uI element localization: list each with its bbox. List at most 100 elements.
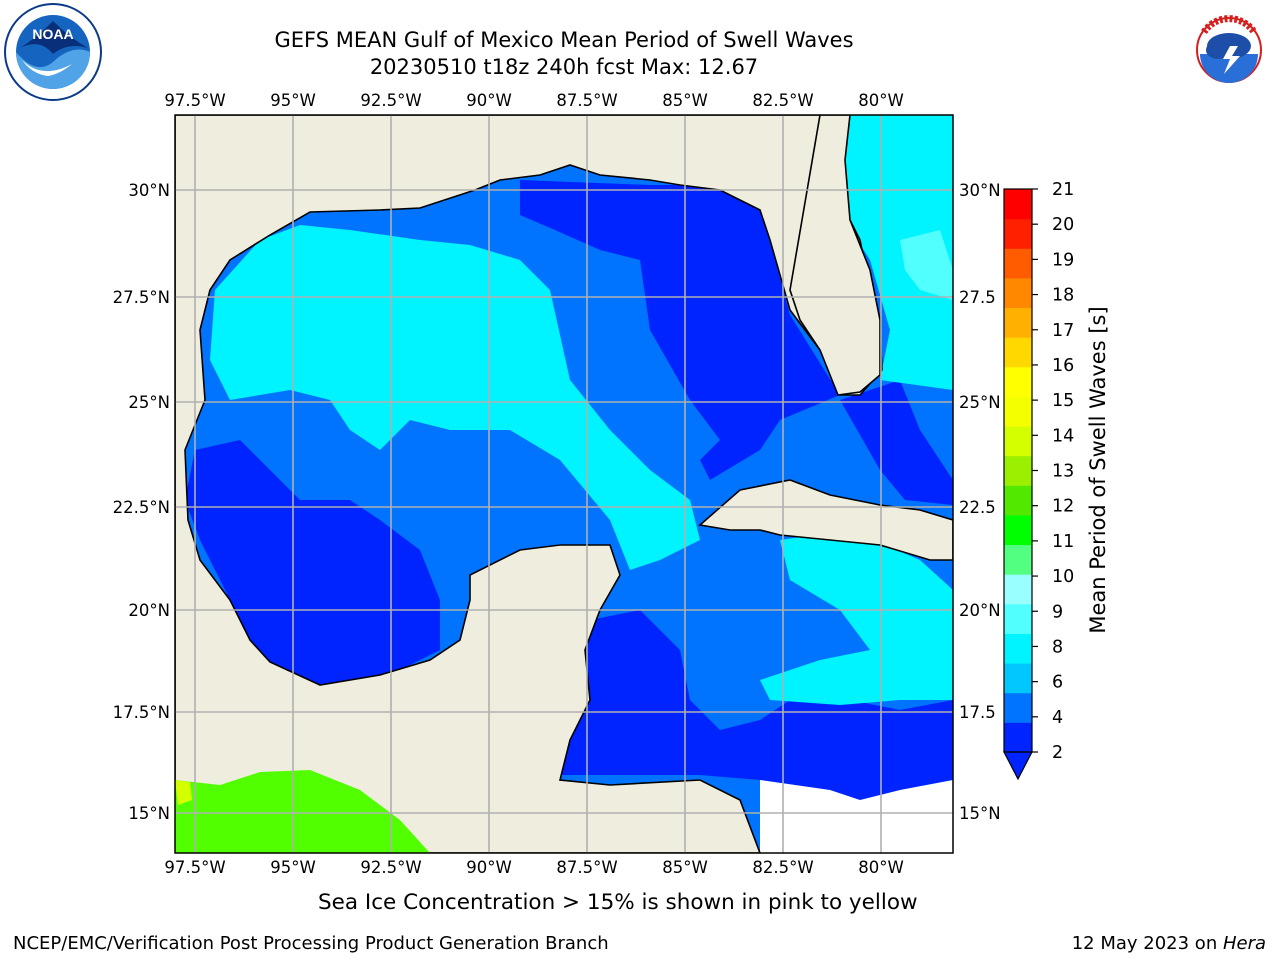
footer-date: 12 May 2023 on Hera (1072, 933, 1266, 954)
colorbar-tick-label: 15 (1052, 391, 1074, 411)
lat-tick-right: 27.5 (959, 288, 996, 307)
colorbar-tick-label: 18 (1052, 286, 1074, 306)
field-6-8s-atlantic (900, 230, 953, 300)
colorbar-tick-label: 17 (1052, 321, 1074, 341)
colorbar-segment (1004, 218, 1032, 249)
lon-tick-top: 85°W (662, 91, 708, 110)
colorbar-segment (1004, 603, 1032, 634)
colorbar-tick-label: 6 (1052, 673, 1063, 693)
colorbar-segment (1004, 485, 1032, 516)
colorbar-segment (1004, 455, 1032, 486)
colorbar-segment (1004, 366, 1032, 397)
colorbar-segment (1004, 692, 1032, 723)
colorbar-segment (1004, 663, 1032, 694)
lon-tick-bottom: 82.5°W (752, 858, 813, 877)
colorbar-tick-label: 14 (1052, 426, 1074, 446)
sea-ice-note: Sea Ice Concentration > 15% is shown in … (318, 890, 918, 915)
latitude-ticks-left: 30°N 27.5°N 25°N 22.5°N 20°N 17.5°N 15°N (113, 181, 170, 823)
latitude-ticks-right: 30°N 27.5 25°N 22.5 20°N 17.5 15°N (959, 181, 1001, 823)
colorbar-tick-label: 9 (1052, 602, 1063, 622)
lon-tick-bottom: 92.5°W (360, 858, 421, 877)
lat-tick-right: 20°N (959, 601, 1001, 620)
footer-host: Hera (1222, 933, 1266, 954)
lat-tick-right: 22.5 (959, 498, 996, 517)
lon-tick-bottom: 95°W (270, 858, 316, 877)
colorbar-tick-label: 10 (1052, 567, 1074, 587)
colorbar-tick-label: 8 (1052, 637, 1063, 657)
lat-tick-left: 30°N (128, 181, 170, 200)
lon-tick-top: 87.5°W (556, 91, 617, 110)
noaa-logo-text: NOAA (32, 26, 73, 42)
footer-date-text: 12 May 2023 on (1071, 933, 1223, 954)
colorbar: 2 4 6 8 9 10 11 12 13 14 15 16 17 18 19 20 21 (1003, 180, 1074, 781)
colorbar-segment (1004, 633, 1032, 664)
field-2-4s-florida-straits (840, 380, 953, 505)
field-10-12s-pacific (175, 770, 430, 853)
no-data-patch (760, 780, 953, 853)
colorbar-tick-label: 16 (1052, 356, 1074, 376)
lon-tick-bottom: 80°W (858, 858, 904, 877)
field-4-6s-cayman (760, 530, 953, 705)
colorbar-tick-label: 13 (1052, 462, 1074, 482)
longitude-ticks-top: 97.5°W 95°W 92.5°W 90°W 87.5°W 85°W 82.5°W 80°W (164, 91, 903, 110)
colorbar-tick-label: 12 (1052, 497, 1074, 517)
colorbar-segment (1004, 337, 1032, 368)
land-cuba (698, 479, 953, 561)
lat-tick-left: 27.5°N (113, 288, 170, 307)
colorbar-extend-arrow (1003, 751, 1033, 781)
lat-tick-left: 17.5°N (113, 703, 170, 722)
colorbar-tick-label: 11 (1052, 532, 1074, 552)
colorbar-segment (1004, 189, 1032, 220)
lat-tick-left: 15°N (128, 804, 170, 823)
nws-logo (1183, 4, 1275, 96)
lat-tick-right: 30°N (959, 181, 1001, 200)
lon-tick-bottom: 87.5°W (556, 858, 617, 877)
colorbar-segment (1004, 574, 1032, 605)
field-2-4s-west (185, 440, 440, 685)
colorbar-label: Mean Period of Swell Waves [s] (1086, 306, 1110, 633)
colorbar-segment (1004, 514, 1032, 546)
colorbar-tick-label: 2 (1052, 743, 1063, 763)
lat-tick-right: 15°N (959, 804, 1001, 823)
colorbar-segment (1004, 426, 1032, 457)
noaa-logo: NOAA (4, 3, 102, 101)
field-4-6s-atlantic (835, 115, 953, 390)
lon-tick-top: 90°W (466, 91, 512, 110)
colorbar-tick-label: 19 (1052, 250, 1074, 270)
lat-tick-left: 22.5°N (113, 498, 170, 517)
land-florida (789, 115, 881, 396)
colorbar-tick-label: 4 (1052, 708, 1063, 728)
lat-tick-right: 25°N (959, 393, 1001, 412)
lat-tick-left: 25°N (128, 393, 170, 412)
footer-credit: NCEP/EMC/Verification Post Processing Pr… (13, 933, 609, 954)
lat-tick-right: 17.5 (959, 703, 996, 722)
map-frame (174, 114, 954, 854)
colorbar-tick-label: 21 (1052, 180, 1074, 200)
longitude-ticks-bottom: 97.5°W 95°W 92.5°W 90°W 87.5°W 85°W 82.5°W 80°W (164, 858, 903, 877)
field-2-4s-caribbean (560, 610, 953, 830)
colorbar-segment (1004, 248, 1032, 279)
colorbar-segment (1004, 396, 1032, 427)
chart-subtitle: 20230510 t18z 240h fcst Max: 12.67 (369, 55, 759, 79)
lon-tick-bottom: 90°W (466, 858, 512, 877)
colorbar-segment (1004, 722, 1032, 753)
chart-title: GEFS MEAN Gulf of Mexico Mean Period of … (274, 28, 854, 52)
lon-tick-bottom: 97.5°W (164, 858, 225, 877)
colorbar-tick-label: 20 (1052, 215, 1074, 235)
colorbar-segment (1004, 277, 1032, 309)
lat-tick-left: 20°N (128, 601, 170, 620)
lon-tick-top: 92.5°W (360, 91, 421, 110)
field-4-6s-central (210, 225, 700, 570)
lon-tick-bottom: 85°W (662, 858, 708, 877)
graticule (175, 115, 953, 853)
map-area (175, 115, 953, 853)
lon-tick-top: 82.5°W (752, 91, 813, 110)
field-12-13s-pacific (175, 780, 192, 805)
colorbar-segment (1004, 307, 1032, 338)
lon-tick-top: 80°W (858, 91, 904, 110)
lon-tick-top: 95°W (270, 91, 316, 110)
colorbar-segment (1004, 544, 1032, 575)
lon-tick-top: 97.5°W (164, 91, 225, 110)
field-2-4s-north (520, 180, 840, 480)
